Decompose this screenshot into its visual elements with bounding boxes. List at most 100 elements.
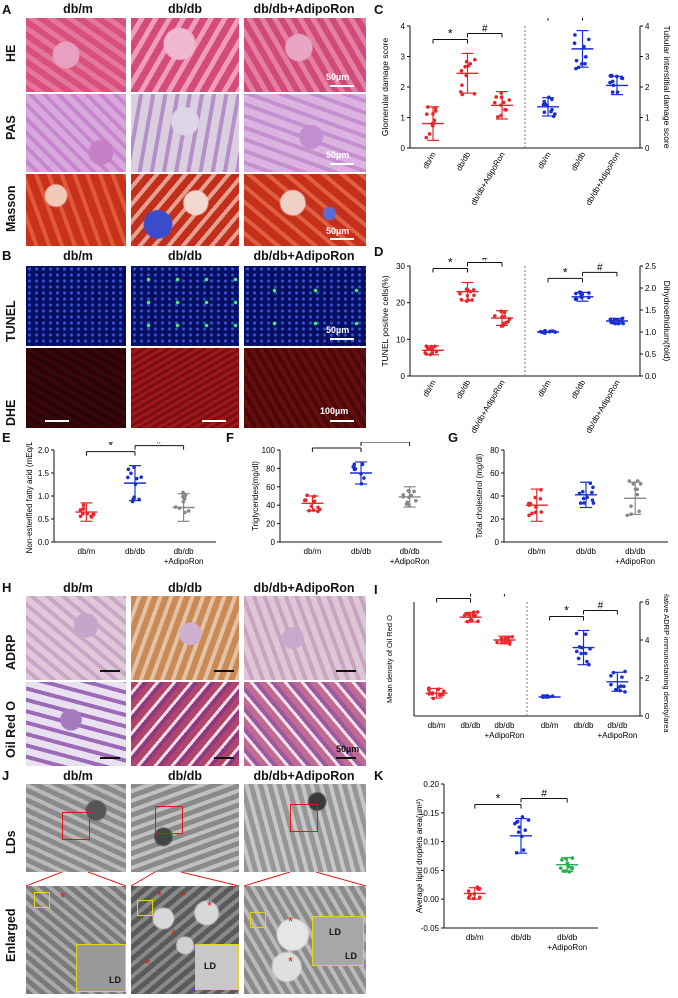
pas-dbm-image [26, 94, 126, 172]
y-tick-label: 80 [266, 464, 275, 473]
y-tick-label-right: 2 [645, 674, 650, 683]
y-axis-label: Mean density of Oil Red O [385, 615, 394, 703]
data-point [578, 501, 583, 505]
y-axis-label: Total cholesterol (mg/dl) [475, 453, 484, 538]
col-header-dbdb: db/db [167, 769, 202, 783]
masson-dbdb-image [131, 174, 239, 246]
sig-marker: # [482, 23, 488, 34]
chart-c-damage-scores: 0 1 2 3 4 0 1 2 3 4 Glomerular damage score Tubular… [380, 18, 672, 207]
data-point [591, 485, 595, 490]
col-header-dbm: db/m [63, 2, 93, 16]
masson-dbdb-adiporon-image [244, 174, 366, 246]
y-tick-label: 10 [396, 335, 405, 344]
y-tick-label-right: 0 [645, 712, 650, 721]
y-tick-label: 1.5 [38, 469, 50, 478]
zoom-connector-lines [26, 872, 366, 886]
data-point [574, 297, 579, 301]
lipid-star: * [145, 956, 151, 971]
panel-label-h: H [2, 580, 12, 595]
x-tick-label: db/m [304, 547, 322, 556]
data-point [583, 651, 588, 656]
data-point [463, 64, 467, 69]
scalebar-oil-1 [100, 757, 120, 759]
x-tick-label: db/m [536, 150, 553, 170]
data-point [507, 98, 512, 102]
sig-marker: * [334, 442, 339, 449]
x-tick-label: db/m [421, 150, 438, 170]
x-tick-label: +AdipoRon [597, 731, 637, 740]
y-tick-label: 0.20 [423, 780, 439, 789]
adrp-dbdb-image [131, 596, 239, 680]
data-point [623, 690, 627, 694]
data-point [623, 669, 627, 674]
y-tick-label: 0.00 [423, 895, 439, 904]
x-tick-label: db/db [454, 378, 472, 400]
scalebar-label-tunel: 50µm [326, 325, 350, 335]
x-tick-label: db/db+AdipoRon [469, 379, 507, 435]
data-point [438, 693, 442, 698]
panel-label-i: I [374, 582, 378, 597]
data-point [583, 632, 588, 637]
oil-red-o-dbdb-adiporon-image [244, 682, 366, 766]
data-point [129, 471, 133, 476]
chart-g-cholesterol: 0 20 40 60 80 Total cholesterol (mg/dl) db/m db… [475, 446, 668, 566]
row-label-lds: LDs [4, 830, 18, 854]
data-point [425, 112, 429, 116]
panel-label-k: K [374, 768, 384, 783]
data-point [427, 132, 432, 136]
data-point [637, 509, 641, 514]
data-point [81, 503, 86, 508]
data-point [139, 475, 144, 479]
y-tick-label: 0.15 [423, 809, 439, 818]
x-tick-label: db/db [174, 547, 195, 556]
scalebar-he [330, 85, 354, 87]
col-header-dbdb: db/db [167, 581, 202, 595]
data-point [126, 467, 131, 472]
data-point [610, 90, 615, 94]
lipid-star: * [171, 926, 177, 941]
lipid-star: * [288, 954, 294, 969]
y-axis-label: Average lipid droplets area(µm²) [415, 799, 424, 914]
data-point [493, 314, 497, 318]
data-point [558, 866, 563, 870]
x-tick-label: db/db [351, 547, 372, 556]
data-point [186, 509, 191, 513]
y-tick-label: 20 [490, 515, 499, 524]
scalebar-oil-3 [336, 757, 356, 759]
data-point [502, 310, 507, 315]
x-tick-label: db/m [466, 933, 484, 942]
y-tick-label: 3 [401, 53, 406, 62]
data-point [523, 828, 528, 832]
x-tick-label: db/m [78, 547, 96, 556]
sig-marker: * [108, 442, 113, 453]
data-point [506, 319, 510, 324]
data-point [407, 503, 411, 507]
chart-e-nefa: 0.0 0.5 1.0 1.5 2.0 Non-esterified fatty acid… [25, 442, 216, 566]
data-point [533, 495, 537, 500]
data-point [183, 493, 188, 498]
data-point [610, 79, 615, 84]
data-point [316, 509, 320, 514]
y-tick-label-right: 2 [645, 83, 650, 92]
col-header-dbdb-adiporon: db/db+AdipoRon [253, 2, 355, 16]
zoom-box [290, 804, 318, 832]
y-axis-label-right: Relative ADRP immunostaining density/are… [662, 594, 671, 733]
ld-label: LD [329, 927, 341, 937]
data-point [472, 91, 477, 96]
x-tick-label: +AdipoRon [484, 731, 524, 740]
col-header-dbdb-adiporon: db/db+AdipoRon [253, 581, 355, 595]
sig-marker: * [563, 265, 568, 279]
col-header-dbm: db/m [63, 581, 93, 595]
col-header-dbm: db/m [63, 249, 93, 263]
data-point [414, 498, 418, 503]
panel-label-b: B [2, 248, 12, 263]
tunel-dbdb-image [131, 266, 239, 346]
scalebar-label-dhe: 100µm [320, 406, 349, 416]
data-point [549, 109, 553, 114]
enlarged-dbm-image: * LD [26, 886, 126, 994]
scalebar-adrp-1 [100, 670, 120, 672]
y-tick-label: 0.10 [423, 838, 439, 847]
y-axis-label-right: Dihydroethidium(fold) [662, 281, 672, 362]
col-header-dbdb: db/db [167, 2, 202, 16]
